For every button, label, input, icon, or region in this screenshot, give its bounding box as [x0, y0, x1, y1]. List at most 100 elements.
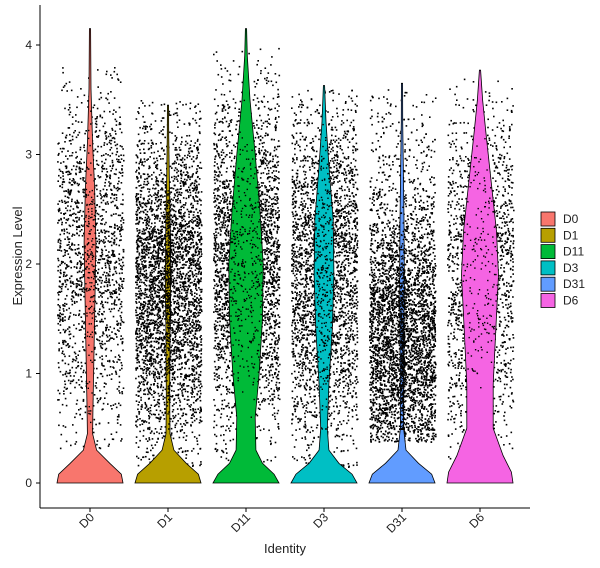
point [119, 214, 122, 217]
point [159, 242, 162, 245]
point [164, 216, 166, 218]
point [164, 187, 167, 189]
point [61, 150, 63, 153]
point [153, 383, 155, 385]
point [71, 244, 73, 246]
point [154, 276, 156, 279]
point [188, 152, 191, 155]
point [155, 257, 158, 260]
point [141, 261, 143, 263]
point [177, 197, 179, 200]
point [141, 162, 143, 164]
point [186, 171, 188, 173]
point [172, 282, 175, 285]
point [104, 181, 106, 184]
point [198, 256, 201, 258]
point [192, 222, 194, 224]
point [70, 298, 73, 300]
point [105, 221, 107, 224]
point [100, 230, 102, 233]
point [193, 322, 195, 325]
point [188, 367, 190, 370]
point [138, 166, 140, 169]
point [169, 131, 171, 134]
point [149, 363, 151, 365]
point [159, 240, 161, 243]
point [169, 165, 172, 168]
point [189, 194, 192, 197]
point [197, 267, 199, 270]
point [78, 313, 81, 315]
point [78, 329, 81, 331]
point [112, 232, 115, 235]
point [99, 342, 101, 345]
point [67, 173, 69, 176]
point [197, 278, 199, 280]
point [197, 281, 200, 284]
point [201, 224, 203, 227]
point [59, 370, 62, 373]
point [162, 311, 165, 314]
point [150, 362, 153, 365]
point [179, 383, 181, 386]
point [139, 317, 141, 320]
point [122, 250, 125, 253]
point [189, 262, 191, 265]
point [80, 288, 82, 291]
point [181, 215, 183, 218]
point [109, 291, 111, 294]
point [59, 320, 61, 323]
point [72, 283, 75, 285]
point [136, 283, 139, 286]
point [181, 136, 183, 139]
point [194, 232, 196, 234]
point [184, 390, 187, 393]
point [135, 281, 137, 284]
point [189, 303, 191, 306]
point [104, 368, 106, 371]
point [116, 422, 119, 424]
point [111, 129, 114, 131]
point [145, 239, 148, 241]
point [158, 314, 161, 317]
point [96, 376, 99, 379]
point [196, 355, 198, 357]
point [192, 358, 195, 361]
point [99, 190, 102, 192]
point [110, 146, 113, 149]
point [74, 416, 76, 419]
point [135, 369, 137, 371]
point [173, 169, 176, 172]
point [183, 341, 186, 344]
point [196, 262, 198, 264]
point [149, 357, 152, 360]
point [111, 77, 113, 79]
point [149, 330, 151, 332]
point [163, 214, 166, 216]
point [113, 137, 116, 140]
point [118, 385, 120, 388]
point [175, 355, 178, 357]
point [164, 136, 166, 139]
point [67, 218, 70, 220]
point [148, 306, 150, 309]
point [108, 360, 111, 363]
point [145, 224, 147, 227]
point [149, 286, 152, 289]
point [108, 241, 111, 243]
point [193, 380, 196, 383]
point [65, 341, 67, 343]
point [58, 238, 61, 241]
point [189, 176, 192, 178]
point [158, 413, 160, 416]
point [181, 161, 184, 164]
point [141, 420, 143, 422]
point [101, 253, 104, 256]
point [117, 188, 120, 190]
point [111, 296, 113, 299]
point [164, 431, 166, 434]
point [70, 172, 72, 175]
point [150, 304, 152, 307]
point [189, 107, 191, 110]
point [155, 165, 158, 167]
